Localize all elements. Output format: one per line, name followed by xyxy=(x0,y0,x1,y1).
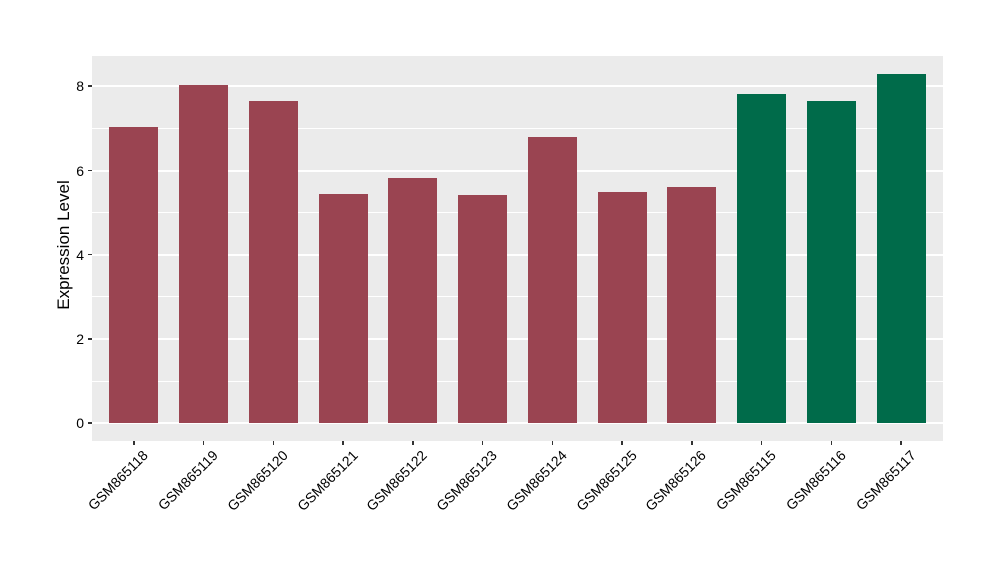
minor-gridline xyxy=(92,212,943,214)
bar-GSM865120 xyxy=(248,101,298,424)
major-gridline xyxy=(92,169,943,172)
y-tick-label: 4 xyxy=(76,246,84,263)
x-tick-label-GSM865124: GSM865124 xyxy=(502,447,570,514)
major-gridline xyxy=(92,253,943,256)
x-tick-label-GSM865117: GSM865117 xyxy=(852,447,919,514)
x-tick-label-GSM865125: GSM865125 xyxy=(572,447,640,514)
x-tick-mark xyxy=(481,441,484,445)
bar-GSM865119 xyxy=(179,84,228,424)
bar-GSM865117 xyxy=(876,73,926,424)
x-tick-label-GSM865121: GSM865121 xyxy=(293,447,361,514)
x-tick-label-GSM865123: GSM865123 xyxy=(433,447,500,514)
y-tick-label: 0 xyxy=(76,415,84,432)
bar-GSM865126 xyxy=(667,187,717,424)
x-tick-label-GSM865116: GSM865116 xyxy=(782,447,849,514)
x-tick-mark xyxy=(133,441,135,445)
bar-GSM865115 xyxy=(737,94,787,424)
x-tick-label-GSM865119: GSM865119 xyxy=(154,447,221,514)
x-tick-mark xyxy=(412,441,414,445)
major-gridline xyxy=(92,338,943,341)
bar-GSM865125 xyxy=(597,192,647,424)
x-tick-mark xyxy=(830,441,833,445)
x-tick-mark xyxy=(760,441,763,445)
y-tick-label: 2 xyxy=(76,331,84,348)
minor-gridline xyxy=(92,127,943,129)
y-tick-mark xyxy=(88,338,92,340)
bar-GSM865124 xyxy=(527,137,577,424)
y-tick-label: 8 xyxy=(76,78,84,95)
plot-panel xyxy=(92,56,943,441)
bar-GSM865122 xyxy=(388,177,438,424)
y-tick-mark xyxy=(88,422,92,424)
y-tick-mark xyxy=(88,253,92,256)
bar-GSM865116 xyxy=(806,100,856,424)
bar-GSM865123 xyxy=(458,195,508,424)
x-tick-mark xyxy=(272,441,275,445)
major-gridline xyxy=(92,422,943,425)
minor-gridline xyxy=(92,380,943,382)
x-tick-mark xyxy=(621,441,623,445)
y-axis-title: Expression Level xyxy=(54,180,73,310)
x-tick-label-GSM865126: GSM865126 xyxy=(642,447,710,514)
x-tick-label-GSM865115: GSM865115 xyxy=(712,447,779,514)
x-tick-label-GSM865122: GSM865122 xyxy=(363,447,431,514)
x-tick-mark xyxy=(551,441,554,445)
y-tick-mark xyxy=(88,85,92,87)
bar-GSM865121 xyxy=(318,194,368,424)
major-gridline xyxy=(92,85,943,88)
x-tick-mark xyxy=(900,441,902,445)
x-tick-label-GSM865120: GSM865120 xyxy=(223,447,291,514)
y-tick-label: 6 xyxy=(76,162,84,179)
bar-GSM865118 xyxy=(109,127,159,424)
x-tick-label-GSM865118: GSM865118 xyxy=(85,447,152,514)
x-tick-mark xyxy=(342,441,344,445)
y-tick-mark xyxy=(88,169,92,172)
x-tick-mark xyxy=(202,441,205,445)
minor-gridline xyxy=(92,296,943,298)
x-tick-mark xyxy=(691,441,693,445)
